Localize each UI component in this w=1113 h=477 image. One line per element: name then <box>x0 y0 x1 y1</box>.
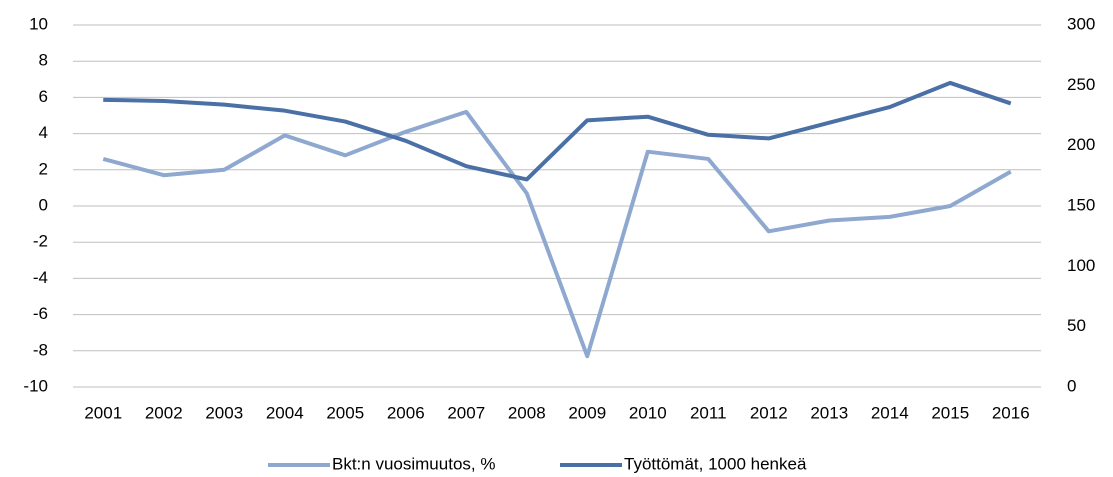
x-tick-label: 2003 <box>205 403 243 422</box>
y2-tick-label: 0 <box>1067 376 1076 395</box>
y-tick-label: 10 <box>29 14 48 33</box>
x-tick-label: 2006 <box>387 403 425 422</box>
x-tick-label: 2005 <box>326 403 364 422</box>
x-tick-label: 2011 <box>690 403 727 422</box>
y2-tick-label: 250 <box>1067 75 1095 94</box>
x-tick-label: 2012 <box>750 403 788 422</box>
x-tick-label: 2009 <box>568 403 606 422</box>
y-tick-label: 4 <box>39 123 48 142</box>
y2-tick-label: 200 <box>1067 135 1095 154</box>
series-line <box>102 109 1012 359</box>
y-tick-label: 0 <box>39 195 48 214</box>
y-tick-label: -2 <box>33 232 48 251</box>
x-tick-label: 2014 <box>871 403 909 422</box>
x-tick-label: 2002 <box>145 403 183 422</box>
y-tick-label: -10 <box>23 376 48 395</box>
y-tick-label: 6 <box>39 87 48 106</box>
y-tick-label: 8 <box>39 51 48 70</box>
y2-tick-label: 50 <box>1067 316 1086 335</box>
x-tick-label: 2007 <box>447 403 485 422</box>
y-tick-label: -6 <box>33 304 48 323</box>
x-tick-label: 2016 <box>992 403 1030 422</box>
x-tick-label: 2015 <box>931 403 969 422</box>
y-tick-label: -8 <box>33 340 48 359</box>
x-tick-label: 2008 <box>508 403 546 422</box>
x-tick-label: 2001 <box>84 403 122 422</box>
x-tick-label: 2004 <box>266 403 304 422</box>
x-tick-label: 2010 <box>629 403 667 422</box>
legend-label: Työttömät, 1000 henkeä <box>624 454 807 473</box>
x-tick-label: 2013 <box>810 403 848 422</box>
series-line <box>103 80 1012 182</box>
y-tick-label: -4 <box>33 268 48 287</box>
y2-tick-label: 150 <box>1067 195 1095 214</box>
y2-tick-label: 100 <box>1067 256 1095 275</box>
legend-label: Bkt:n vuosimuutos, % <box>332 454 495 473</box>
y2-tick-label: 300 <box>1067 14 1095 33</box>
y-tick-label: 2 <box>39 159 48 178</box>
